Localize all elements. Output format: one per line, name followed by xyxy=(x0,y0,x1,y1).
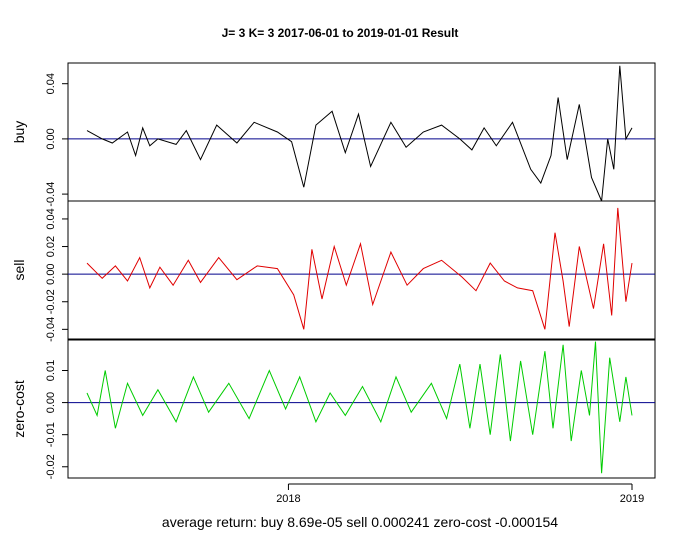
series-line-buy xyxy=(86,65,633,202)
y-tick-label-zero-cost: 0.00 xyxy=(45,392,57,413)
series-line-sell xyxy=(86,207,633,330)
y-tick-label-zero-cost: -0.02 xyxy=(45,454,57,479)
y-tick-label-sell: 0.00 xyxy=(45,263,57,284)
x-tick-label: 2019 xyxy=(620,493,644,505)
y-tick-label-buy: 0.00 xyxy=(45,128,57,149)
panel-frame-sell xyxy=(67,200,656,340)
chart-title: J= 3 K= 3 2017-06-01 to 2019-01-01 Resul… xyxy=(222,26,459,40)
y-axis-label-zero-cost: zero-cost xyxy=(11,380,27,438)
panel-frame-zero-cost xyxy=(67,339,656,479)
y-tick-label-sell: 0.04 xyxy=(45,208,57,229)
series-line-zero-cost xyxy=(86,341,633,474)
y-tick-label-sell: 0.02 xyxy=(45,236,57,257)
y-tick-label-buy: 0.04 xyxy=(45,73,57,94)
y-axis-label-buy: buy xyxy=(11,121,27,144)
y-tick-label-buy: -0.04 xyxy=(45,182,57,207)
x-axis-label: average return: buy 8.69e-05 sell 0.0002… xyxy=(162,514,558,530)
y-tick-label-sell: -0.04 xyxy=(45,317,57,342)
panel-zero-cost: -0.02 -0.01 0.00 0.01 zero-cost xyxy=(11,339,656,479)
panel-buy: -0.04 0.00 0.04 buy xyxy=(11,62,656,207)
panel-frame-buy xyxy=(67,62,656,202)
chart-panels: -0.04 0.00 0.04 buy -0.04 -0.02 0.00 0.02 0.04 se… xyxy=(11,62,656,479)
y-tick-label-zero-cost: -0.01 xyxy=(45,422,57,447)
y-tick-label-sell: -0.02 xyxy=(45,289,57,314)
x-tick-label: 2018 xyxy=(276,493,300,505)
y-tick-label-zero-cost: 0.01 xyxy=(45,360,57,381)
panel-sell: -0.04 -0.02 0.00 0.02 0.04 sell xyxy=(11,200,656,342)
x-axis: 2018 2019 xyxy=(276,483,644,505)
y-axis-label-sell: sell xyxy=(11,259,27,280)
